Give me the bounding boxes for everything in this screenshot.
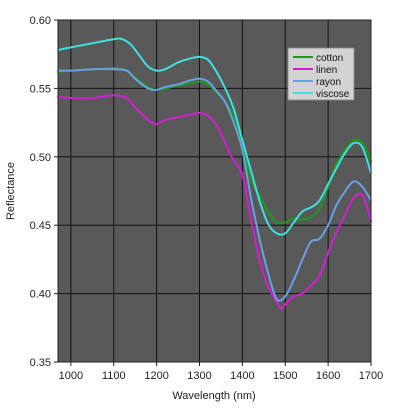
series-line-rayon	[57, 68, 372, 302]
axis-ticks: 1000 1100 1200 1300 1400 1500 1600 1700 0.35 0.40…	[30, 15, 384, 382]
series-layer	[57, 37, 372, 310]
y-tick-label: 0.45	[30, 220, 51, 232]
x-tick-label: 1600	[316, 370, 340, 382]
y-tick-label: 0.50	[30, 152, 51, 164]
plot-frame	[57, 19, 372, 363]
series-line-linen	[57, 94, 372, 310]
x-tick-label: 1700	[359, 370, 383, 382]
x-tick-label: 1500	[273, 370, 297, 382]
legend-label-linen: linen	[316, 65, 337, 76]
y-tick-label: 0.55	[30, 83, 51, 95]
x-axis-title: Wavelength (nm)	[172, 390, 255, 402]
x-tick-label: 1100	[102, 370, 126, 382]
series-line-viscose	[57, 37, 372, 236]
x-tick-label: 1200	[144, 370, 168, 382]
y-tick-label: 0.35	[30, 357, 51, 369]
x-tick-label: 1000	[59, 370, 83, 382]
x-tick-label: 1400	[230, 370, 254, 382]
legend: cotton linen rayon viscose	[287, 47, 355, 101]
y-tick-label: 0.40	[30, 289, 51, 301]
legend-label-cotton: cotton	[316, 53, 343, 64]
legend-label-viscose: viscose	[316, 89, 350, 100]
x-tick-label: 1300	[187, 370, 211, 382]
y-tick-label: 0.60	[30, 15, 51, 27]
legend-label-rayon: rayon	[316, 77, 341, 88]
y-axis-title: Reflectance	[5, 162, 17, 220]
